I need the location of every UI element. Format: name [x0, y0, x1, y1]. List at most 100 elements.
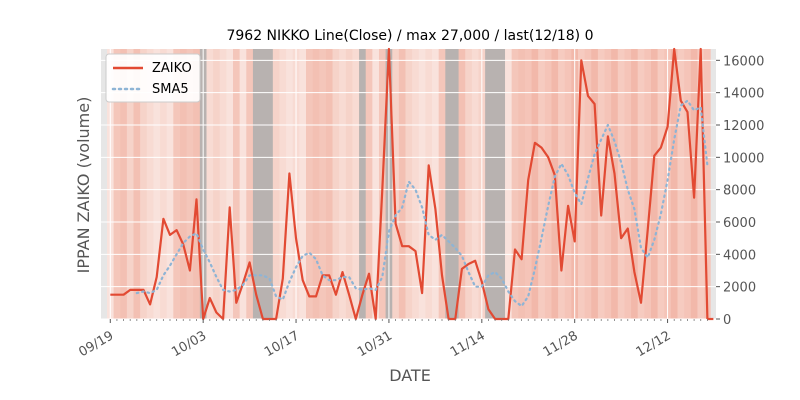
day-band — [677, 49, 685, 319]
legend-label-sma5: SMA5 — [152, 82, 189, 97]
day-band — [564, 49, 572, 319]
day-band — [266, 49, 274, 319]
day-band — [398, 49, 406, 319]
day-band — [518, 49, 526, 319]
day-band — [352, 49, 360, 319]
series-layer — [110, 47, 714, 321]
day-band — [126, 49, 134, 319]
day-band — [146, 49, 154, 319]
plot-edge-right — [710, 49, 716, 319]
day-band — [432, 49, 440, 319]
day-band — [591, 49, 599, 319]
chart-title: 7962 NIKKO Line(Close) / max 27,000 / la… — [226, 28, 593, 44]
day-band — [697, 49, 705, 319]
day-band — [332, 49, 340, 319]
day-band — [505, 49, 513, 319]
day-band — [233, 49, 241, 319]
day-band — [140, 49, 148, 319]
day-band — [173, 49, 181, 319]
day-band — [219, 49, 227, 319]
day-band — [113, 49, 121, 319]
day-band — [339, 49, 347, 319]
day-band — [657, 49, 665, 319]
day-band — [372, 49, 380, 319]
day-band — [644, 49, 652, 319]
background-bands — [101, 49, 716, 319]
day-band — [179, 49, 187, 319]
day-band — [624, 49, 632, 319]
day-band — [458, 49, 466, 319]
day-band — [538, 49, 546, 319]
day-band — [491, 49, 499, 319]
day-band — [252, 49, 260, 319]
series-line-sma5 — [135, 99, 709, 308]
day-band — [345, 49, 353, 319]
y-tick-label: 14000 — [723, 87, 764, 102]
series-line-zaiko — [110, 47, 709, 321]
day-band — [392, 49, 400, 319]
day-band — [133, 49, 141, 319]
legend-box — [105, 53, 201, 103]
day-band — [637, 49, 645, 319]
day-band — [325, 49, 333, 319]
day-band — [670, 49, 678, 319]
day-band — [306, 49, 314, 319]
x-axis-label: DATE — [389, 366, 431, 385]
day-band — [193, 49, 201, 319]
day-band — [465, 49, 473, 319]
grid-lines — [101, 49, 716, 320]
day-band — [272, 49, 280, 319]
day-band — [597, 49, 605, 319]
day-band — [166, 49, 174, 319]
y-tick-label: 8000 — [723, 184, 756, 199]
y-tick-label: 6000 — [723, 216, 756, 231]
day-band — [153, 49, 161, 319]
day-band — [604, 49, 612, 319]
day-band — [531, 49, 539, 319]
day-band — [511, 49, 519, 319]
day-band — [445, 49, 453, 319]
day-band — [120, 49, 128, 319]
day-band — [259, 49, 267, 319]
day-band — [365, 49, 373, 319]
y-tick-label: 16000 — [723, 54, 764, 69]
y-axis-ticks: 0 2000 4000 6000 8000 10000 12000 14000 16000 — [716, 54, 764, 328]
day-band — [160, 49, 168, 319]
day-band — [584, 49, 592, 319]
y-tick-label: 2000 — [723, 281, 756, 296]
y-tick-label: 4000 — [723, 248, 756, 263]
day-band — [405, 49, 413, 319]
day-band — [544, 49, 552, 319]
legend-label-zaiko: ZAIKO — [152, 61, 192, 76]
day-band — [451, 49, 459, 319]
legend: ZAIKO SMA5 — [105, 53, 201, 103]
day-band — [206, 49, 214, 319]
day-band — [704, 49, 712, 319]
day-band — [438, 49, 446, 319]
day-band — [498, 49, 506, 319]
day-band — [186, 49, 194, 319]
day-band — [412, 49, 420, 319]
day-band — [650, 49, 659, 319]
y-tick-label: 0 — [723, 313, 731, 328]
plot-edge-left — [101, 49, 107, 319]
day-band — [418, 49, 426, 319]
y-axis-label: IPPAN ZAIKO (volume) — [74, 97, 93, 274]
day-band — [312, 49, 320, 319]
day-band — [226, 49, 234, 319]
day-band — [485, 49, 493, 319]
day-band — [425, 49, 433, 319]
day-band — [359, 49, 367, 319]
day-band — [471, 49, 479, 319]
day-band — [279, 49, 287, 319]
y-tick-label: 12000 — [723, 119, 764, 134]
day-band — [558, 49, 566, 319]
day-band — [299, 49, 307, 319]
y-tick-label: 10000 — [723, 151, 764, 166]
day-band — [578, 49, 586, 319]
day-band — [684, 49, 692, 319]
day-band — [631, 49, 639, 319]
day-band — [319, 49, 327, 319]
